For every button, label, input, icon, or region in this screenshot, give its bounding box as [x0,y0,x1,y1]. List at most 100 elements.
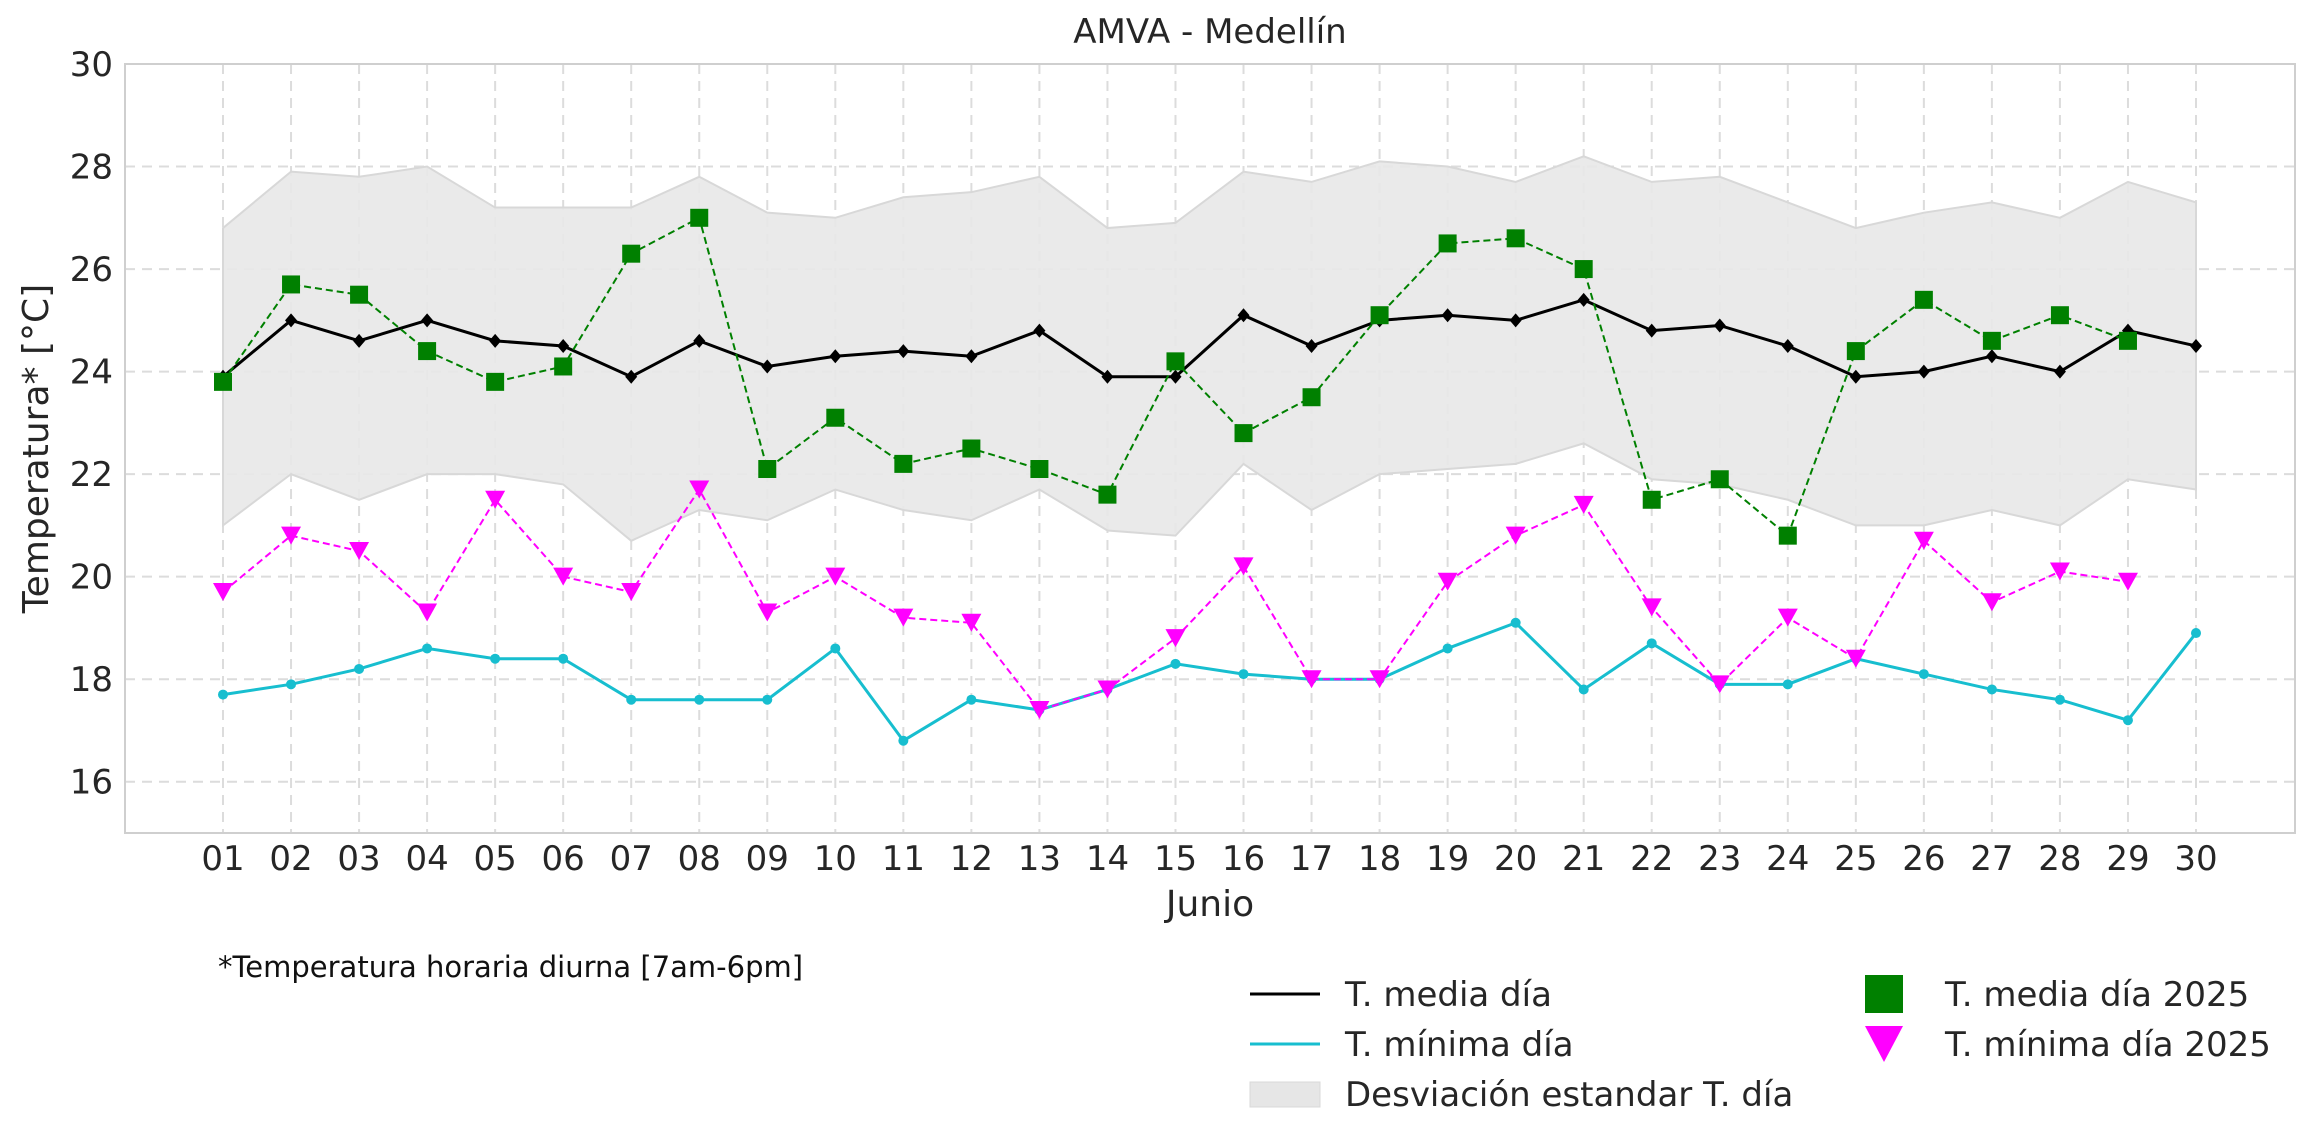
data-point [422,643,433,654]
data-point [1985,349,1998,364]
data-point [2191,628,2201,639]
data-point [218,689,228,700]
data-point [1981,593,2002,612]
data-point [1029,700,1050,719]
x-tick-label: 22 [1630,839,1673,879]
data-point [1782,679,1793,690]
x-tick-label: 09 [746,839,789,879]
data-point [417,603,438,622]
data-point [894,454,913,473]
data-point [489,333,502,348]
data-point [761,359,774,374]
x-tick-label: 28 [2038,839,2081,879]
x-tick-label: 23 [1698,839,1741,879]
plot-frame [124,63,2296,834]
data-point [1641,598,1662,617]
legend: T. media día T. mínima día Desviación esta… [1249,975,2271,1115]
data-point [558,653,569,664]
legend-square-swatch [1865,975,1903,1013]
data-point [1305,338,1318,353]
data-point [285,313,298,328]
legend-item: T. mínima día [1250,1025,1574,1065]
data-point [350,285,369,304]
data-point [1781,338,1794,353]
data-point [2122,715,2133,726]
x-tick-label: 12 [950,839,993,879]
data-point [826,408,845,427]
data-point [689,480,710,499]
x-tick-label: 03 [337,839,380,879]
chart-title: AMVA - Medellín [1073,12,1346,52]
y-axis-label: Temperatura* [°C] [16,284,57,614]
legend-triangle-swatch [1865,1026,1903,1062]
data-point [965,349,978,364]
data-point [1166,352,1185,371]
data-point [282,275,301,294]
legend-item: T. mínima día 2025 [1865,1025,2271,1065]
legend-label: T. media día [1344,975,1552,1015]
data-point [353,333,366,348]
x-tick-label: 11 [882,839,925,879]
x-tick-label: 06 [542,839,585,879]
data-point [1238,669,1249,680]
data-point [485,490,506,509]
data-point [554,357,573,376]
std-band-area [222,155,2197,542]
legend-label: T. media día 2025 [1944,975,2249,1015]
data-point [830,643,841,654]
data-point [553,567,574,586]
x-tick-label: 13 [1018,839,1061,879]
data-point [1169,369,1182,384]
data-point [1441,308,1454,323]
data-point [762,694,773,705]
series-line [222,621,2198,743]
data-point [1710,470,1729,489]
x-tick-label: 15 [1154,839,1197,879]
y-tick-label: 16 [70,763,113,803]
data-point [1165,629,1186,648]
data-point [281,526,302,545]
data-point [1986,684,1997,695]
x-tick-label: 26 [1902,839,1945,879]
data-point [1845,649,1866,668]
data-point [966,694,977,705]
y-tick-label: 26 [70,250,113,290]
data-point [1369,670,1390,689]
data-point [1030,460,1049,479]
data-point [1709,675,1730,694]
x-tick-label: 05 [474,839,517,879]
series-2 [214,208,2137,545]
data-point [557,338,570,353]
data-point [1846,342,1865,361]
data-point [421,313,434,328]
data-point [1982,331,2001,350]
data-point [1233,557,1254,576]
data-point [214,372,232,391]
data-point [1301,670,1322,689]
data-point [2117,572,2138,591]
data-point [1917,364,1930,379]
x-tick-label: 19 [1426,839,1469,879]
data-point [825,567,846,586]
legend-label: T. mínima día [1344,1025,1574,1065]
data-point [1302,388,1321,407]
data-point [2118,331,2137,350]
data-point [758,460,777,479]
x-tick-label: 10 [814,839,857,879]
data-point [2050,306,2069,325]
data-point [626,694,637,705]
data-point [1442,643,1453,654]
data-point [1506,229,1525,248]
legend-patch-swatch [1249,1081,1321,1108]
data-point [621,583,642,602]
y-tick-label: 22 [70,455,113,495]
y-tick-label: 24 [70,353,113,393]
data-point [1578,684,1589,695]
data-point [349,542,370,561]
data-point [1645,323,1658,338]
data-point [622,244,641,263]
x-tick-label: 16 [1222,839,1265,879]
data-point [486,372,505,391]
data-point [1713,318,1726,333]
